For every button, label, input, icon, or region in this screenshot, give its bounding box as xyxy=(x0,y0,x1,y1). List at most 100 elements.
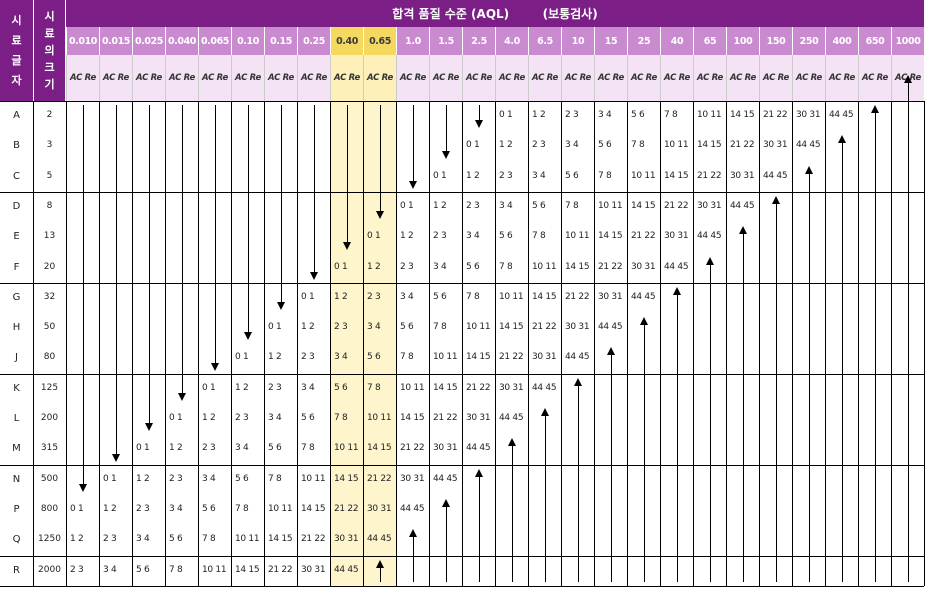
ac-re-value: 3 4 xyxy=(103,564,117,575)
arrow-up-icon xyxy=(511,444,513,582)
code-letter: R xyxy=(13,564,20,576)
acre-label: AC Re xyxy=(462,55,495,101)
ac-re-value: 0 1 xyxy=(235,352,249,363)
grid-line xyxy=(198,101,199,586)
ac-re-value: 2 3 xyxy=(334,322,348,333)
ac-re-value: 0 1 xyxy=(169,413,183,423)
ac-re-value: 44 45 xyxy=(631,291,656,302)
ac-re-value: 0 1 xyxy=(70,503,84,514)
acre-label: AC Re xyxy=(66,55,99,101)
code-letter: K xyxy=(13,382,20,394)
sample-size: 80 xyxy=(43,352,56,363)
acre-label: AC Re xyxy=(660,55,693,101)
acre-label: AC Re xyxy=(627,55,660,101)
arrow-up-icon xyxy=(643,323,645,582)
ac-re-value: 21 22 xyxy=(730,140,755,151)
ac-re-value: 10 11 xyxy=(697,110,722,120)
ac-re-value: 10 11 xyxy=(202,564,227,575)
ac-re-value: 30 31 xyxy=(763,140,788,151)
ac-re-value: 2 3 xyxy=(169,473,183,484)
arrow-up-icon xyxy=(870,105,879,113)
grid-line xyxy=(462,101,463,586)
arrow-up-icon xyxy=(903,74,912,83)
ac-re-value: 2 3 xyxy=(367,291,381,302)
arrow-up-icon xyxy=(573,377,582,386)
arrow-up-icon xyxy=(874,111,876,582)
aql-level-1-0: 1.0 xyxy=(396,27,429,55)
aql-level-0-25: 0.25 xyxy=(297,27,330,55)
aql-level-0-40: 0.40 xyxy=(330,27,363,55)
code-letter: D xyxy=(12,200,21,212)
grid-line xyxy=(561,101,562,586)
code-letter: J xyxy=(15,352,18,364)
acre-label: AC Re xyxy=(363,55,396,101)
arrow-up-icon xyxy=(808,171,810,582)
ac-re-value: 10 11 xyxy=(499,291,524,302)
ac-re-value: 21 22 xyxy=(499,352,524,363)
ac-re-value: 1 2 xyxy=(301,322,315,333)
ac-re-value: 14 15 xyxy=(730,110,755,120)
acre-label: AC Re xyxy=(726,55,759,101)
ac-re-value: 7 8 xyxy=(400,352,414,363)
ac-re-value: 2 3 xyxy=(301,352,315,363)
ac-re-value: 2 3 xyxy=(400,261,414,272)
ac-re-value: 1 2 xyxy=(136,473,150,484)
arrow-down-icon xyxy=(379,105,381,213)
arrow-up-icon xyxy=(610,353,612,582)
ac-re-value: 0 1 xyxy=(268,322,282,333)
ac-re-value: 3 4 xyxy=(268,413,282,423)
aql-level-2-5: 2.5 xyxy=(462,27,495,55)
ac-re-value: 1 2 xyxy=(235,382,249,393)
ac-re-value: 2 3 xyxy=(235,413,249,423)
arrow-down-icon xyxy=(210,362,219,371)
grid-line xyxy=(528,101,529,586)
ac-re-value: 3 4 xyxy=(598,110,612,120)
grid-line xyxy=(660,101,661,586)
code-letter-char: 료 xyxy=(11,33,22,47)
ac-re-value: 7 8 xyxy=(235,503,249,514)
arrow-down-icon xyxy=(474,120,483,129)
ac-re-value: 3 4 xyxy=(169,503,183,514)
sample-size: 2 xyxy=(46,110,53,120)
arrow-up-icon xyxy=(441,498,450,507)
aql-level-0-65: 0.65 xyxy=(363,27,396,55)
code-letter: N xyxy=(12,473,21,485)
ac-re-value: 14 15 xyxy=(499,322,524,333)
ac-re-value: 21 22 xyxy=(697,170,722,181)
grid-line xyxy=(792,101,793,586)
ac-re-value: 10 11 xyxy=(235,534,260,545)
ac-re-value: 7 8 xyxy=(301,443,315,454)
ac-re-value: 21 22 xyxy=(400,443,425,454)
ac-re-value: 1 2 xyxy=(499,140,513,151)
ac-re-value: 21 22 xyxy=(268,564,293,575)
acre-label: AC Re xyxy=(693,55,726,101)
sample-size: 20 xyxy=(43,261,56,272)
ac-re-value: 30 31 xyxy=(499,382,524,393)
sample-size: 800 xyxy=(40,503,59,514)
ac-re-value: 10 11 xyxy=(400,382,425,393)
ac-re-value: 21 22 xyxy=(334,503,359,514)
ac-re-value: 44 45 xyxy=(763,170,788,181)
arrow-up-icon xyxy=(771,195,780,204)
arrow-down-icon xyxy=(280,105,282,304)
grid-line xyxy=(231,101,232,586)
grid-line xyxy=(693,101,694,586)
ac-re-value: 2 3 xyxy=(103,534,117,545)
aql-title: 합격 품질 수준 (AQL) (보통검사) xyxy=(66,0,924,27)
ac-re-value: 0 1 xyxy=(103,473,117,484)
arrow-down-icon xyxy=(375,211,384,220)
ac-re-value: 10 11 xyxy=(268,503,293,514)
ac-re-value: 7 8 xyxy=(268,473,282,484)
code-letter-char: 자 xyxy=(11,73,22,87)
grid-line xyxy=(891,101,892,586)
ac-re-value: 2 3 xyxy=(532,140,546,151)
arrow-up-icon xyxy=(837,135,846,144)
acre-label: AC Re xyxy=(396,55,429,101)
sample-size: 2000 xyxy=(38,564,61,575)
arrow-up-icon xyxy=(408,529,417,538)
ac-re-value: 0 1 xyxy=(400,200,414,211)
sample-size-char: 료 xyxy=(44,27,55,40)
ac-re-value: 14 15 xyxy=(565,261,590,272)
